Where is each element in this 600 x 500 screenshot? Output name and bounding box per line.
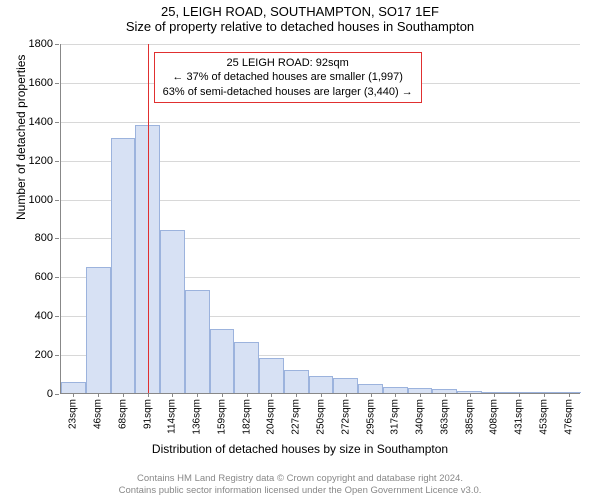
x-tick-label: 317sqm <box>390 399 401 435</box>
marker-line <box>148 44 149 393</box>
x-tick <box>98 393 99 397</box>
x-tick <box>494 393 495 397</box>
x-tick-label: 136sqm <box>192 399 203 435</box>
y-tick <box>55 355 59 356</box>
x-tick <box>569 393 570 397</box>
histogram-bar <box>111 138 136 393</box>
y-tick-label: 1600 <box>29 77 53 89</box>
y-tick <box>55 122 59 123</box>
y-tick <box>55 394 59 395</box>
x-tick-label: 408sqm <box>489 399 500 435</box>
chart-container: 25, LEIGH ROAD, SOUTHAMPTON, SO17 1EF Si… <box>0 0 600 500</box>
y-tick-label: 0 <box>47 388 53 400</box>
x-tick-label: 363sqm <box>439 399 450 435</box>
plot-area: 02004006008001000120014001600180023sqm46… <box>60 44 580 394</box>
y-tick-label: 200 <box>35 349 53 361</box>
x-tick-label: 114sqm <box>167 399 178 434</box>
y-axis-title: Number of detached properties <box>14 55 28 220</box>
x-tick-label: 182sqm <box>241 399 252 435</box>
x-tick <box>271 393 272 397</box>
x-tick-label: 453sqm <box>538 399 549 435</box>
histogram-bar <box>234 342 259 393</box>
x-tick-label: 46sqm <box>93 399 104 429</box>
x-tick-label: 431sqm <box>514 399 525 435</box>
x-tick-label: 204sqm <box>266 399 277 435</box>
x-tick-label: 340sqm <box>415 399 426 435</box>
x-tick-label: 159sqm <box>216 399 227 435</box>
grid-line <box>61 44 580 45</box>
chart-title-line2: Size of property relative to detached ho… <box>0 19 600 34</box>
x-tick <box>420 393 421 397</box>
histogram-bar <box>309 376 334 394</box>
x-axis-title: Distribution of detached houses by size … <box>0 442 600 456</box>
x-tick <box>519 393 520 397</box>
x-tick <box>321 393 322 397</box>
x-tick-label: 295sqm <box>365 399 376 435</box>
y-tick <box>55 238 59 239</box>
y-tick <box>55 277 59 278</box>
x-tick-label: 91sqm <box>142 399 153 429</box>
x-tick-label: 385sqm <box>464 399 475 435</box>
x-tick <box>73 393 74 397</box>
y-tick-label: 1000 <box>29 194 53 206</box>
footer: Contains HM Land Registry data © Crown c… <box>0 473 600 497</box>
histogram-bar <box>86 267 111 393</box>
y-tick <box>55 200 59 201</box>
histogram-bar <box>259 358 284 393</box>
y-tick <box>55 44 59 45</box>
x-tick-label: 23sqm <box>68 399 79 429</box>
x-tick-label: 250sqm <box>316 399 327 435</box>
y-tick <box>55 83 59 84</box>
marker-info-box: 25 LEIGH ROAD: 92sqm← 37% of detached ho… <box>154 52 422 103</box>
marker-info-line: 63% of semi-detached houses are larger (… <box>163 85 413 99</box>
y-tick-label: 1800 <box>29 38 53 50</box>
x-tick <box>371 393 372 397</box>
y-tick-label: 1400 <box>29 116 53 128</box>
x-tick <box>470 393 471 397</box>
y-tick-label: 600 <box>35 271 53 283</box>
x-tick <box>222 393 223 397</box>
x-tick <box>247 393 248 397</box>
histogram-bar <box>61 382 86 393</box>
x-tick <box>544 393 545 397</box>
x-tick-label: 272sqm <box>340 399 351 435</box>
y-tick-label: 1200 <box>29 155 53 167</box>
histogram-bar <box>210 329 235 393</box>
x-tick <box>296 393 297 397</box>
y-tick <box>55 161 59 162</box>
histogram-bar <box>358 384 383 393</box>
footer-line2: Contains public sector information licen… <box>0 485 600 497</box>
x-tick-label: 476sqm <box>563 399 574 435</box>
footer-line1: Contains HM Land Registry data © Crown c… <box>0 473 600 485</box>
y-tick-label: 800 <box>35 232 53 244</box>
y-tick <box>55 316 59 317</box>
histogram-bar <box>284 370 309 393</box>
histogram-bar <box>333 378 358 393</box>
x-tick <box>172 393 173 397</box>
x-tick-label: 227sqm <box>291 399 302 435</box>
marker-info-line: 25 LEIGH ROAD: 92sqm <box>163 56 413 70</box>
x-tick <box>197 393 198 397</box>
x-tick <box>346 393 347 397</box>
grid-line <box>61 122 580 123</box>
chart-title-line1: 25, LEIGH ROAD, SOUTHAMPTON, SO17 1EF <box>0 0 600 19</box>
y-tick-label: 400 <box>35 310 53 322</box>
x-tick <box>445 393 446 397</box>
x-tick <box>123 393 124 397</box>
marker-info-line: ← 37% of detached houses are smaller (1,… <box>163 70 413 84</box>
x-tick-label: 68sqm <box>117 399 128 429</box>
x-tick <box>148 393 149 397</box>
histogram-bar <box>185 290 210 393</box>
x-tick <box>395 393 396 397</box>
histogram-bar <box>160 230 185 393</box>
